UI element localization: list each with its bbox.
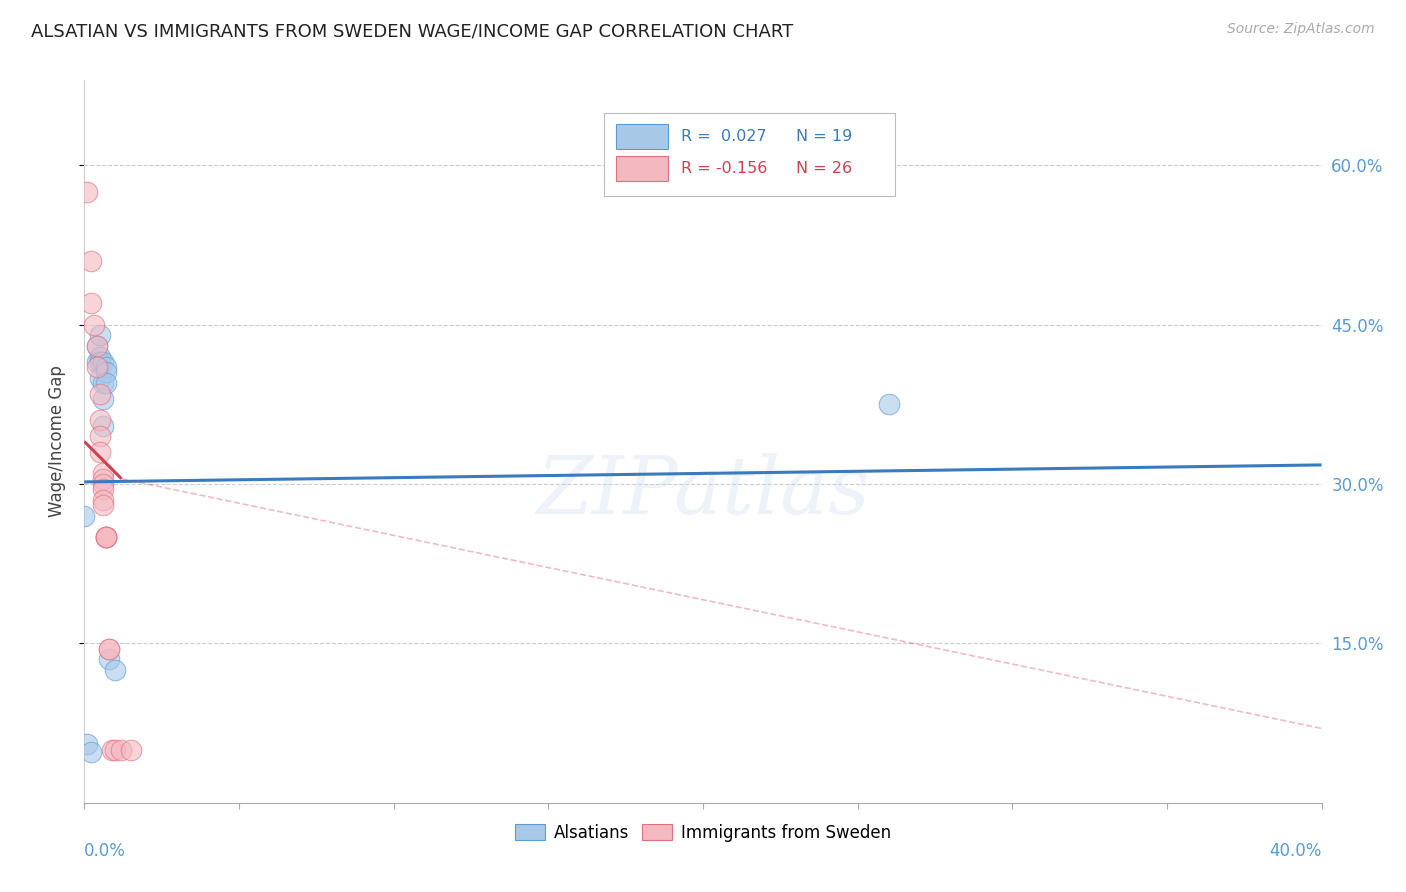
Point [98, 652, 121, 666]
Point [94, 530, 117, 544]
Point [76, 737, 98, 751]
Point [76, 185, 98, 199]
Point [79, 254, 101, 268]
Point [98, 641, 121, 656]
Text: 0.0%: 0.0% [84, 842, 127, 860]
Text: N = 26: N = 26 [796, 161, 852, 176]
Point [83, 318, 105, 332]
Point [86, 355, 108, 369]
Point [91, 477, 114, 491]
Point [91, 392, 114, 406]
FancyBboxPatch shape [616, 124, 668, 149]
Point [91, 493, 114, 508]
Text: ALSATIAN VS IMMIGRANTS FROM SWEDEN WAGE/INCOME GAP CORRELATION CHART: ALSATIAN VS IMMIGRANTS FROM SWEDEN WAGE/… [31, 22, 793, 40]
Point [877, 397, 900, 411]
Point [89, 350, 111, 364]
Point [73, 508, 96, 523]
Text: Source: ZipAtlas.com: Source: ZipAtlas.com [1227, 22, 1375, 37]
Point [104, 742, 127, 756]
Point [94, 360, 117, 375]
Point [91, 498, 114, 512]
Point [91, 418, 114, 433]
Point [89, 328, 111, 343]
Point [91, 472, 114, 486]
Point [91, 355, 114, 369]
Point [104, 663, 127, 677]
Point [89, 413, 111, 427]
Point [98, 641, 121, 656]
Text: N = 19: N = 19 [796, 129, 852, 145]
Point [79, 745, 101, 759]
FancyBboxPatch shape [605, 112, 894, 196]
Point [86, 339, 108, 353]
Point [101, 742, 124, 756]
Point [94, 530, 117, 544]
Point [79, 296, 101, 310]
Point [89, 355, 111, 369]
Point [94, 530, 117, 544]
Y-axis label: Wage/Income Gap: Wage/Income Gap [48, 366, 66, 517]
Point [94, 366, 117, 380]
Legend: Alsatians, Immigrants from Sweden: Alsatians, Immigrants from Sweden [509, 817, 897, 848]
Text: 40.0%: 40.0% [1270, 842, 1322, 860]
Point [110, 742, 132, 756]
Text: R =  0.027: R = 0.027 [681, 129, 766, 145]
Point [91, 376, 114, 390]
Point [86, 339, 108, 353]
Point [89, 371, 111, 385]
Point [94, 530, 117, 544]
Point [120, 742, 142, 756]
Text: ZIPatlas: ZIPatlas [536, 453, 870, 531]
Point [89, 386, 111, 401]
Point [89, 445, 111, 459]
FancyBboxPatch shape [616, 156, 668, 181]
Point [91, 467, 114, 481]
Point [91, 483, 114, 497]
Point [86, 360, 108, 375]
Text: R = -0.156: R = -0.156 [681, 161, 768, 176]
Point [94, 376, 117, 390]
Point [89, 429, 111, 443]
